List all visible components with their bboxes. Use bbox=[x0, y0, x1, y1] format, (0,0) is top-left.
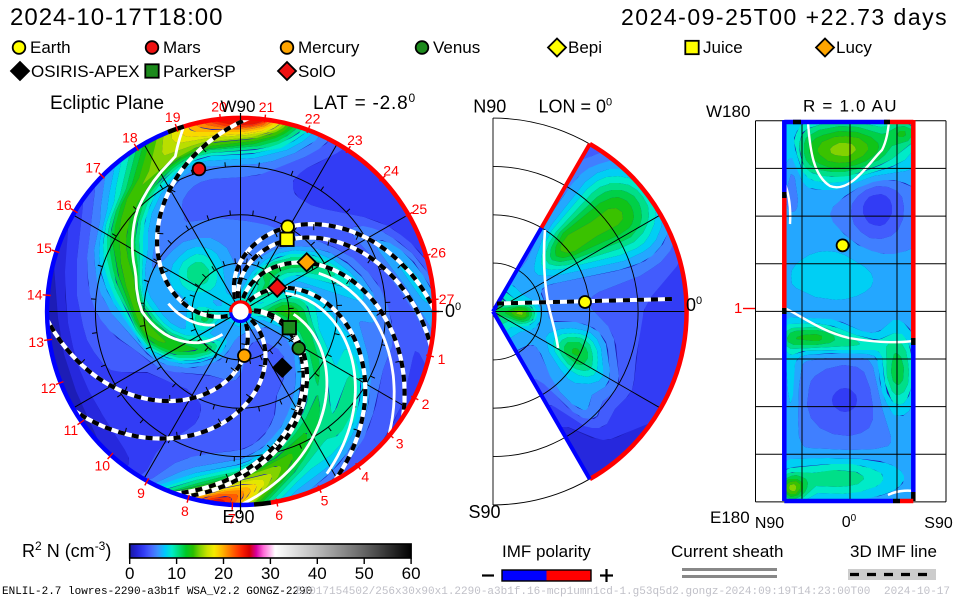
svg-text:Juice: Juice bbox=[703, 38, 743, 57]
svg-text:1: 1 bbox=[734, 300, 742, 317]
svg-text:N90: N90 bbox=[755, 515, 784, 532]
svg-text:W180: W180 bbox=[706, 102, 750, 121]
svg-text:11: 11 bbox=[64, 422, 79, 438]
svg-text:2: 2 bbox=[422, 396, 430, 412]
svg-text:30: 30 bbox=[261, 564, 280, 583]
svg-text:12: 12 bbox=[41, 380, 57, 396]
svg-text:LAT = -2.80: LAT = -2.80 bbox=[313, 91, 416, 114]
svg-text:25: 25 bbox=[412, 201, 428, 217]
svg-text:E90: E90 bbox=[222, 507, 254, 527]
svg-text:Mercury: Mercury bbox=[298, 38, 360, 57]
svg-text:9: 9 bbox=[137, 485, 145, 501]
svg-text:4: 4 bbox=[361, 469, 369, 485]
svg-text:26: 26 bbox=[430, 244, 446, 260]
svg-text:60: 60 bbox=[402, 564, 421, 583]
svg-text:5: 5 bbox=[321, 493, 329, 509]
svg-text:40: 40 bbox=[308, 564, 327, 583]
svg-text:2024-10-17: 2024-10-17 bbox=[884, 586, 950, 598]
svg-text:3: 3 bbox=[396, 436, 404, 452]
svg-text:SolO: SolO bbox=[298, 62, 336, 81]
svg-text:15: 15 bbox=[36, 240, 52, 256]
svg-text:ENLIL-2.7 lowres-2290-a3b1f WS: ENLIL-2.7 lowres-2290-a3b1f WSA_V2.2 GON… bbox=[2, 586, 312, 598]
svg-text:8: 8 bbox=[181, 503, 189, 519]
svg-text:S90: S90 bbox=[924, 515, 953, 532]
svg-text:50: 50 bbox=[355, 564, 374, 583]
svg-text:16: 16 bbox=[56, 197, 72, 213]
svg-text:Ecliptic Plane: Ecliptic Plane bbox=[50, 93, 164, 114]
svg-text:2024-10-17T18:00: 2024-10-17T18:00 bbox=[10, 4, 223, 31]
svg-text:24: 24 bbox=[383, 163, 399, 179]
svg-text:10: 10 bbox=[95, 457, 111, 473]
svg-text:ParkerSP: ParkerSP bbox=[163, 62, 236, 81]
svg-text:OSIRIS-APEX: OSIRIS-APEX bbox=[31, 62, 140, 81]
svg-text:6: 6 bbox=[275, 507, 283, 523]
svg-text:2024-09-25T00 +22.73 days: 2024-09-25T00 +22.73 days bbox=[621, 4, 948, 30]
svg-text:S90: S90 bbox=[468, 502, 500, 522]
svg-text:Lucy: Lucy bbox=[836, 38, 872, 57]
svg-text:14: 14 bbox=[27, 287, 43, 303]
svg-text:Mars: Mars bbox=[163, 38, 201, 57]
svg-text:Current sheath: Current sheath bbox=[671, 542, 783, 561]
svg-text:10: 10 bbox=[167, 564, 186, 583]
svg-text:20: 20 bbox=[214, 564, 233, 583]
svg-text:13: 13 bbox=[28, 334, 44, 350]
svg-text:N90: N90 bbox=[473, 97, 506, 117]
svg-text:17: 17 bbox=[85, 160, 101, 176]
svg-text:21: 21 bbox=[259, 99, 275, 115]
svg-text:Venus: Venus bbox=[433, 38, 480, 57]
svg-text:3D IMF line: 3D IMF line bbox=[850, 542, 937, 561]
svg-text:1: 1 bbox=[438, 351, 446, 367]
svg-text:23: 23 bbox=[347, 132, 363, 148]
svg-text:W90: W90 bbox=[221, 97, 256, 116]
svg-text:19: 19 bbox=[165, 109, 181, 125]
svg-text:E180: E180 bbox=[710, 508, 750, 527]
svg-text:Bepi: Bepi bbox=[568, 38, 602, 57]
svg-text:0: 0 bbox=[125, 564, 134, 583]
svg-text:LON = 00: LON = 00 bbox=[539, 97, 613, 117]
svg-text:R = 1.0 AU: R = 1.0 AU bbox=[803, 97, 898, 116]
svg-text:Earth: Earth bbox=[30, 38, 71, 57]
svg-text:18: 18 bbox=[122, 130, 138, 146]
svg-text:E1017154502/256x30x90x1.2290-a: E1017154502/256x30x90x1.2290-a3b1f.16-mc… bbox=[296, 586, 870, 598]
svg-text:IMF polarity: IMF polarity bbox=[502, 542, 591, 561]
